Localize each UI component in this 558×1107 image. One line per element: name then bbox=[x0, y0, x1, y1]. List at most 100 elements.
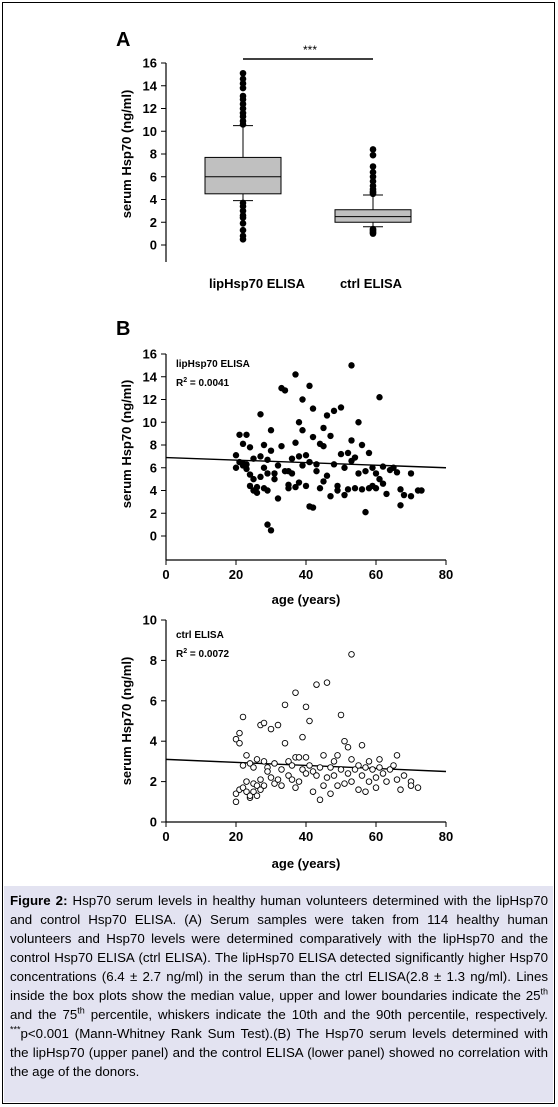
data-point bbox=[358, 441, 366, 449]
data-point bbox=[260, 464, 268, 471]
data-point bbox=[337, 711, 345, 719]
data-point bbox=[253, 792, 261, 799]
data-point bbox=[264, 521, 271, 528]
data-point bbox=[281, 739, 289, 747]
data-point bbox=[264, 470, 271, 477]
data-point bbox=[295, 419, 303, 426]
data-point bbox=[267, 527, 275, 534]
data-point bbox=[323, 412, 331, 419]
outlier-point bbox=[239, 117, 247, 125]
y-tick-label: 14 bbox=[143, 78, 158, 93]
data-point bbox=[309, 504, 317, 511]
data-point bbox=[309, 788, 317, 795]
data-point bbox=[306, 762, 313, 769]
data-point bbox=[390, 464, 397, 471]
data-point bbox=[334, 487, 341, 494]
data-point bbox=[320, 424, 327, 432]
data-point bbox=[341, 737, 348, 745]
x-tick-label: 0 bbox=[162, 567, 169, 582]
x-tick-label: 40 bbox=[299, 567, 313, 582]
data-point bbox=[344, 744, 352, 751]
outlier-point bbox=[239, 226, 247, 234]
data-point bbox=[334, 752, 341, 759]
data-point bbox=[348, 362, 355, 369]
x-tick-label: 20 bbox=[229, 567, 243, 582]
y-tick-label: 12 bbox=[143, 392, 157, 407]
caption-background bbox=[4, 886, 553, 1102]
data-point bbox=[239, 440, 247, 448]
figure-caption: Figure 2: Hsp70 serum levels in healthy … bbox=[10, 891, 548, 1081]
data-point bbox=[232, 798, 240, 806]
data-point bbox=[239, 762, 247, 769]
data-point bbox=[397, 486, 404, 493]
outlier-point bbox=[239, 92, 247, 100]
data-point bbox=[292, 371, 299, 378]
data-point bbox=[355, 470, 362, 477]
data-point bbox=[243, 461, 250, 468]
data-point bbox=[299, 427, 306, 434]
outlier-point bbox=[239, 80, 247, 87]
data-point bbox=[393, 776, 401, 783]
data-point bbox=[253, 483, 261, 491]
outlier-point bbox=[369, 173, 377, 181]
data-point bbox=[267, 427, 275, 434]
data-point bbox=[414, 784, 422, 791]
data-point bbox=[246, 444, 254, 451]
y-tick-label: 4 bbox=[150, 734, 158, 749]
panel-a-y-axis-label: serum Hsp70 (ng/ml) bbox=[119, 90, 134, 219]
outlier-point bbox=[239, 232, 247, 240]
data-point bbox=[330, 772, 338, 779]
caption-text-2: and the 75 bbox=[10, 1007, 78, 1022]
data-point bbox=[372, 470, 380, 477]
data-point bbox=[376, 475, 383, 483]
outlier-point bbox=[239, 100, 247, 108]
x-tick-label: 60 bbox=[369, 567, 383, 582]
data-point bbox=[243, 465, 250, 473]
data-point bbox=[327, 432, 334, 440]
data-point bbox=[323, 774, 331, 781]
outlier-point bbox=[239, 220, 247, 227]
data-point bbox=[253, 756, 261, 763]
data-point bbox=[316, 485, 324, 492]
data-point bbox=[239, 784, 247, 791]
data-point bbox=[320, 442, 327, 450]
data-point bbox=[302, 703, 310, 711]
y-tick-label: 10 bbox=[143, 613, 157, 628]
data-point bbox=[285, 758, 292, 765]
data-point bbox=[334, 782, 341, 789]
data-point bbox=[239, 713, 247, 721]
y-tick-label: 12 bbox=[143, 101, 157, 116]
data-point bbox=[292, 689, 299, 696]
y-tick-label: 6 bbox=[150, 460, 157, 475]
data-point bbox=[393, 469, 401, 476]
data-point bbox=[250, 475, 257, 483]
data-point bbox=[257, 453, 264, 460]
data-point bbox=[327, 492, 334, 500]
data-point bbox=[271, 760, 278, 767]
data-point bbox=[257, 776, 264, 783]
x-tick-label: 80 bbox=[439, 567, 453, 582]
data-point bbox=[267, 774, 275, 781]
data-point bbox=[362, 467, 369, 475]
y-tick-label: 2 bbox=[150, 774, 157, 789]
data-point bbox=[243, 788, 250, 795]
lower-x-axis-label: age (years) bbox=[272, 856, 341, 871]
caption-text-4: p<0.001 (Mann-Whitney Rank Sum Test).(B)… bbox=[10, 1026, 548, 1079]
data-point bbox=[253, 782, 261, 789]
y-tick-label: 10 bbox=[143, 124, 157, 139]
data-point bbox=[407, 782, 415, 789]
data-point bbox=[299, 733, 306, 741]
data-point bbox=[232, 464, 240, 471]
y-tick-label: 0 bbox=[150, 529, 157, 544]
data-point bbox=[376, 764, 383, 771]
x-tick-label: 40 bbox=[299, 829, 313, 844]
data-point bbox=[379, 463, 387, 470]
panel-b-upper-scatter: serum Hsp70 (ng/ml) lipHsp70 ELISA R2 = … bbox=[119, 347, 453, 608]
outlier-point bbox=[239, 105, 247, 112]
data-point bbox=[306, 382, 313, 390]
panel-a-letter: A bbox=[116, 29, 130, 51]
data-point bbox=[302, 482, 310, 490]
data-point bbox=[365, 778, 373, 785]
box bbox=[204, 156, 282, 195]
